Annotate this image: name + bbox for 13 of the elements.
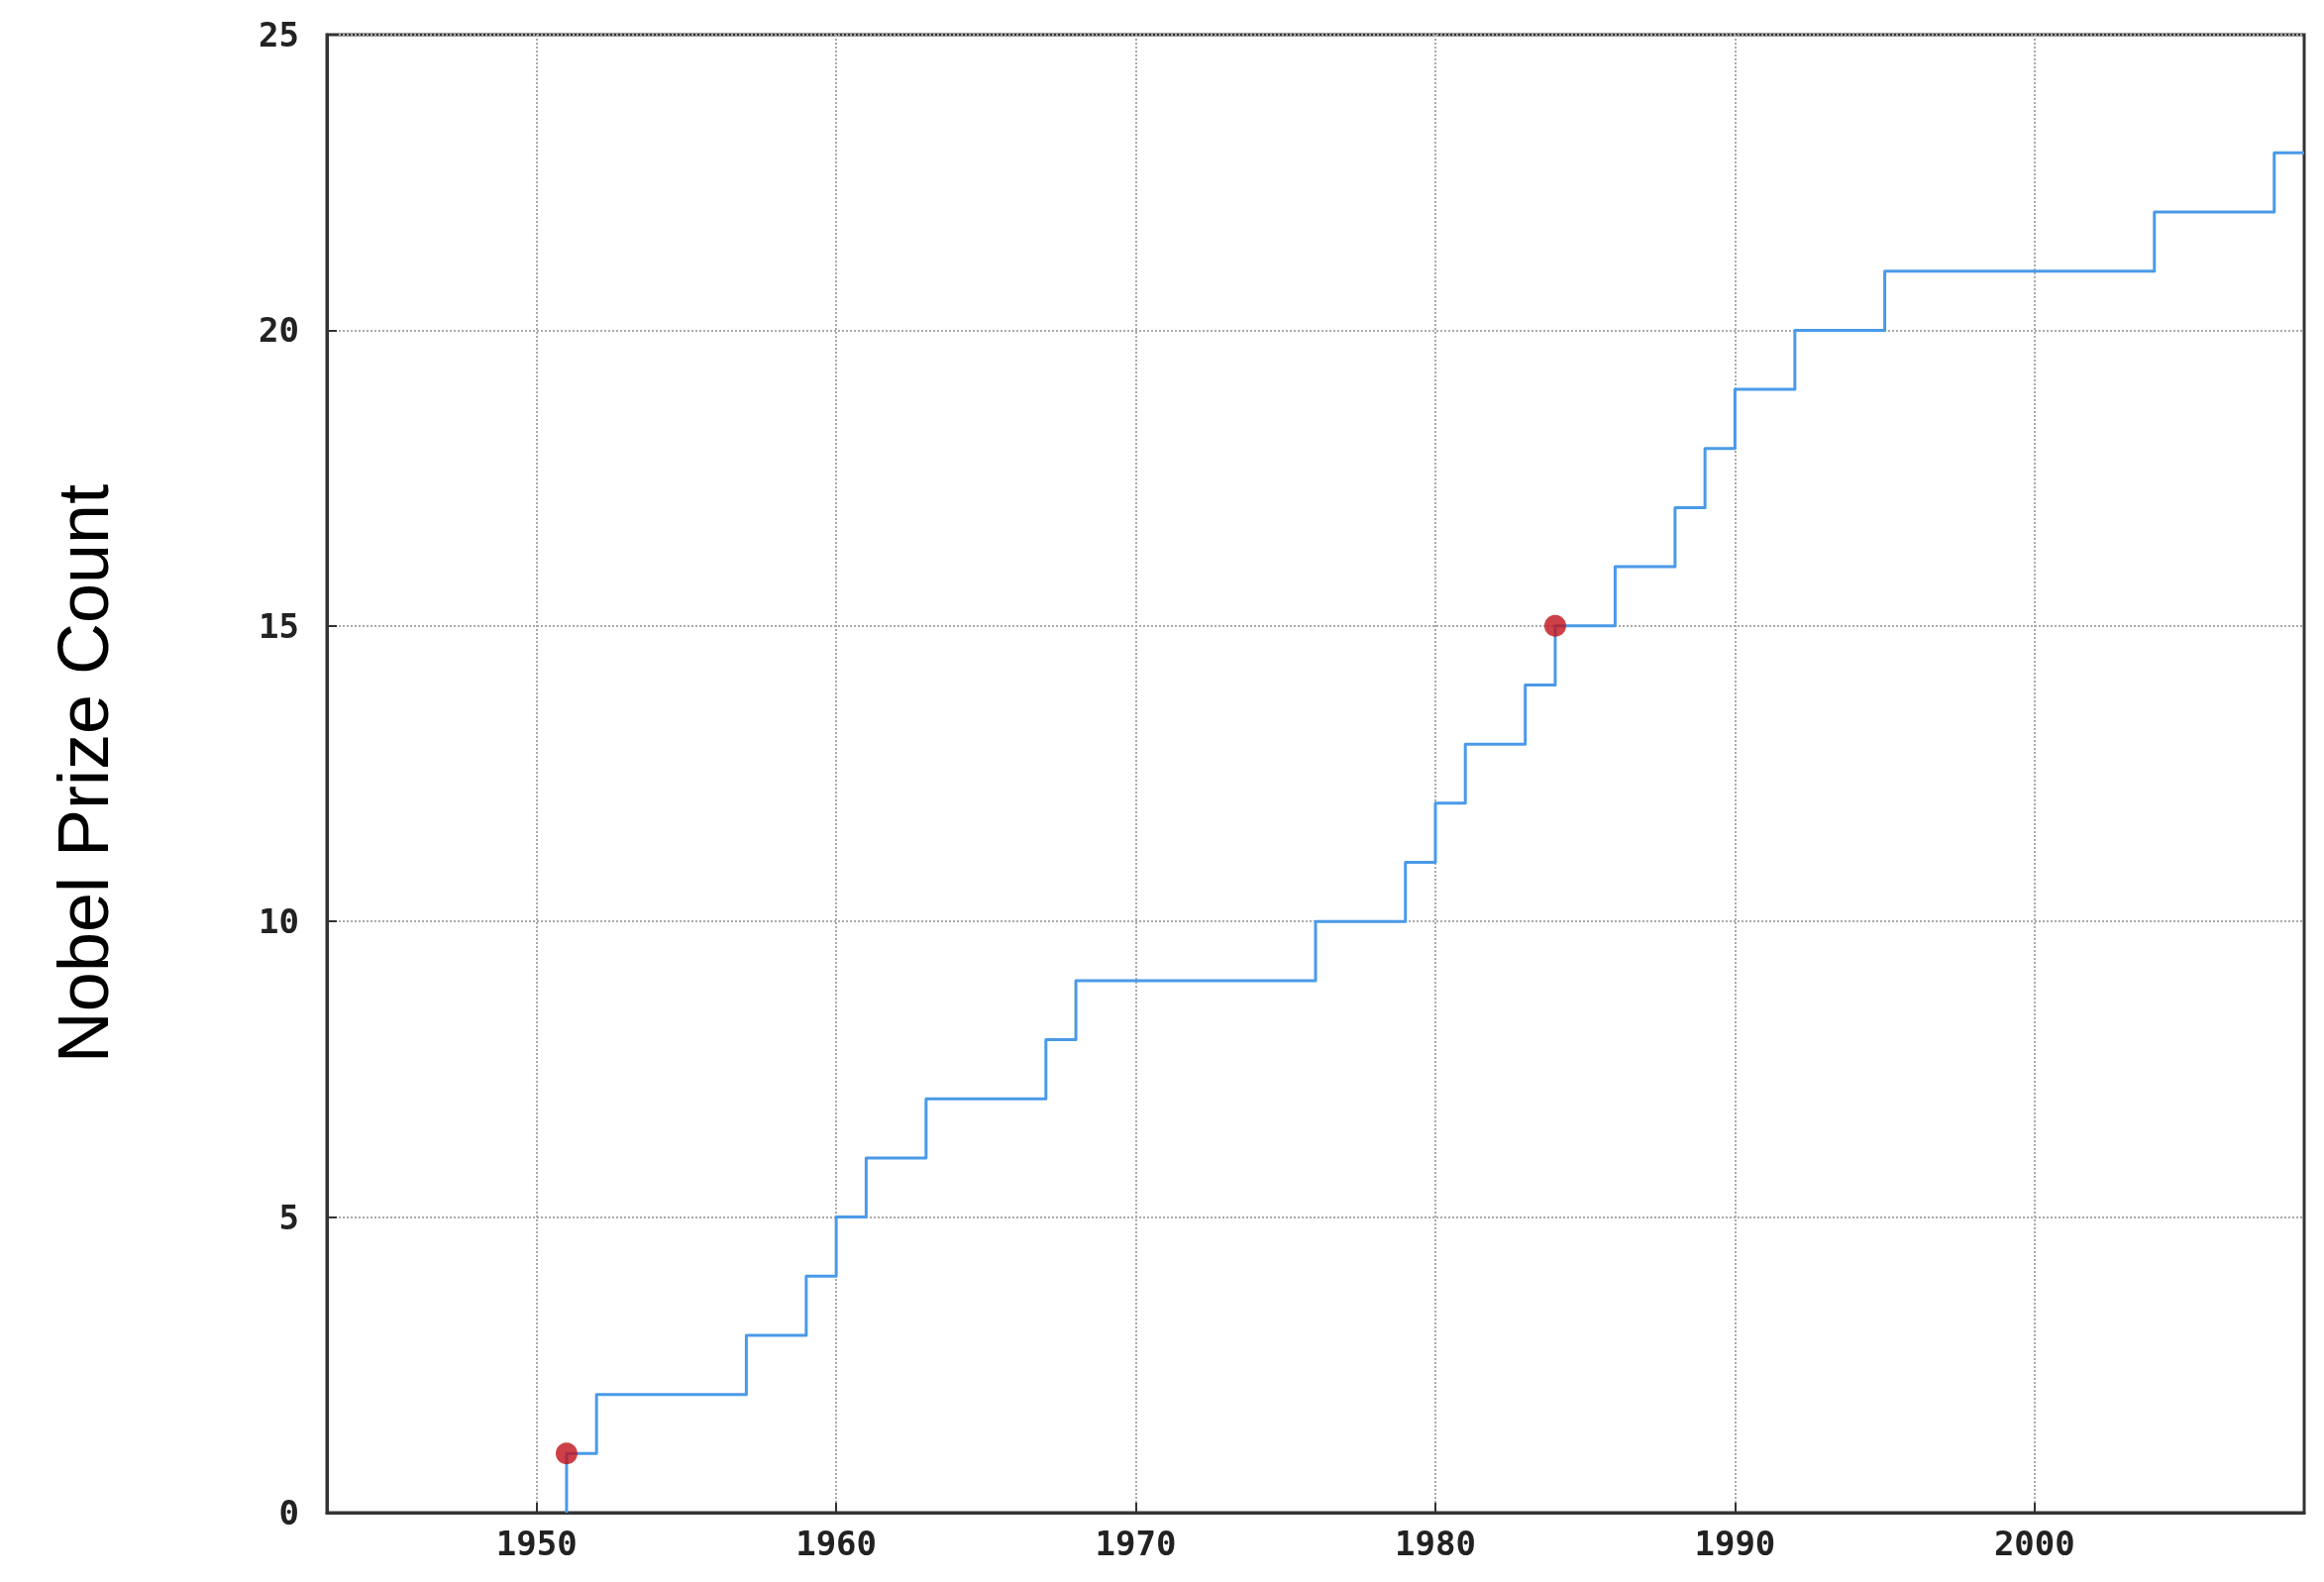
- y-tick-label: 0: [278, 1493, 299, 1532]
- x-tick-label: 1980: [1395, 1524, 1476, 1563]
- x-tick-label: 1990: [1694, 1524, 1776, 1563]
- x-tick-label: 1950: [495, 1524, 578, 1563]
- y-axis-title: Nobel Prize Count: [44, 483, 123, 1064]
- x-tick-label: 1970: [1095, 1524, 1177, 1563]
- y-tick-label: 25: [259, 15, 299, 54]
- y-tick-label: 10: [259, 901, 299, 942]
- y-tick-label: 5: [278, 1197, 299, 1237]
- y-tick-label: 15: [259, 605, 299, 646]
- y-tick-label: 20: [259, 310, 299, 351]
- x-tick-label: 2000: [1993, 1524, 2075, 1563]
- x-tick-label: 1960: [795, 1524, 878, 1563]
